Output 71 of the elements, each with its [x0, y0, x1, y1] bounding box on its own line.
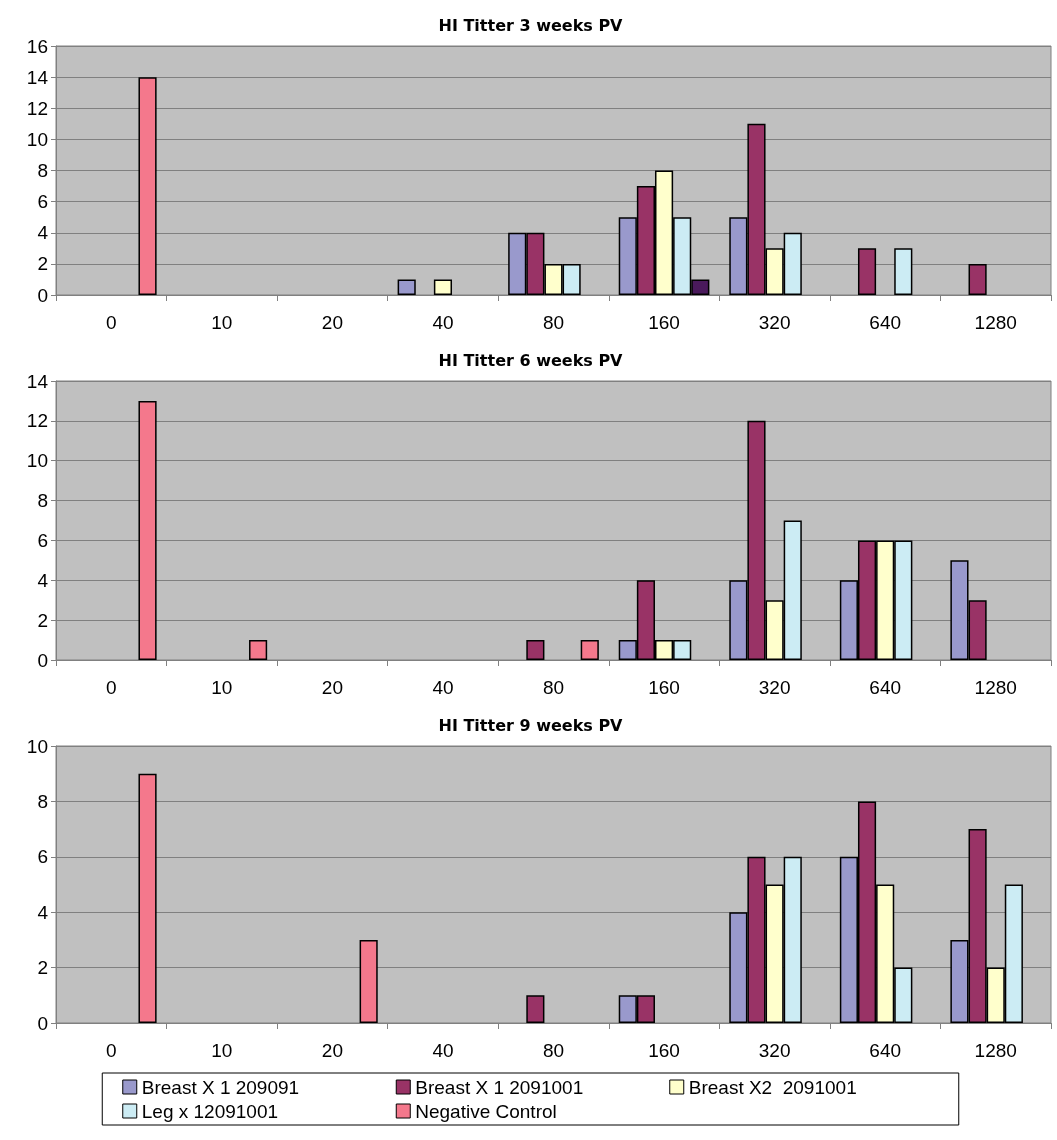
x-tick-label: 20: [321, 677, 343, 698]
legend-label: Breast X 1 209091: [141, 1076, 300, 1098]
chart-title: HI Titter 6 weeks PV: [438, 350, 624, 370]
bar: [138, 400, 157, 660]
x-tick-label: 320: [758, 312, 791, 333]
x-tick-label: 320: [758, 677, 791, 698]
bar: [138, 773, 157, 1023]
y-tick-label: 16: [26, 35, 48, 57]
chart-title: HI Titter 9 weeks PV: [438, 715, 624, 735]
x-tick-label: 1280: [974, 677, 1017, 698]
x-tick-label: 10: [211, 1040, 233, 1061]
x-tick-label: 10: [211, 677, 233, 698]
y-tick-label: 4: [37, 569, 49, 591]
y-tick-label: 12: [26, 410, 48, 432]
x-tick-label: 0: [105, 677, 117, 698]
y-tick-label: 2: [37, 609, 48, 631]
bar: [526, 640, 545, 660]
y-tick-label: 0: [37, 649, 48, 671]
x-tick-label: 40: [432, 1040, 454, 1061]
x-tick-label: 160: [648, 312, 680, 333]
x-tick-label: 80: [542, 677, 565, 698]
bar: [433, 279, 453, 295]
legend-label: Leg x 12091001: [141, 1100, 279, 1122]
y-tick-label: 10: [26, 128, 48, 150]
bar: [580, 640, 599, 660]
x-tick-label: 1280: [974, 1040, 1017, 1061]
x-tick-label: 160: [648, 677, 680, 698]
y-tick-label: 0: [37, 284, 48, 306]
y-tick-label: 6: [37, 529, 48, 551]
y-tick-label: 12: [26, 97, 48, 119]
y-tick-label: 14: [26, 370, 49, 392]
x-tick-label: 320: [758, 1040, 791, 1061]
bar: [968, 263, 987, 295]
bar: [894, 248, 913, 295]
y-tick-label: 6: [37, 191, 48, 213]
x-tick-label: 0: [105, 312, 117, 333]
x-tick-label: 20: [321, 312, 343, 333]
x-tick-label: 40: [432, 677, 454, 698]
x-tick-label: 80: [542, 312, 565, 333]
x-tick-label: 160: [648, 1040, 680, 1061]
x-tick-label: 1280: [974, 312, 1017, 333]
y-tick-label: 14: [26, 66, 49, 88]
bar: [857, 248, 877, 295]
y-tick-label: 0: [37, 1012, 48, 1034]
y-tick-label: 2: [37, 253, 48, 275]
y-tick-label: 4: [37, 222, 49, 244]
legend-label: Negative Control: [415, 1100, 557, 1122]
bar: [526, 995, 545, 1023]
y-tick-label: 6: [37, 846, 48, 868]
bar: [397, 279, 416, 295]
x-tick-label: 20: [321, 1040, 343, 1061]
x-tick-label: 640: [869, 677, 902, 698]
y-tick-label: 10: [26, 735, 48, 757]
y-tick-label: 8: [37, 490, 48, 512]
legend-label: Breast X2 2091001: [688, 1076, 857, 1098]
y-tick-label: 8: [37, 790, 48, 812]
x-tick-label: 640: [869, 312, 902, 333]
x-tick-label: 0: [105, 1040, 117, 1061]
bar: [249, 640, 268, 660]
legend-label: Breast X 1 2091001: [415, 1076, 584, 1098]
y-tick-label: 8: [37, 160, 48, 181]
bar: [138, 77, 157, 295]
bar: [359, 939, 378, 1023]
y-tick-label: 2: [37, 957, 48, 979]
x-tick-label: 640: [869, 1040, 902, 1061]
x-tick-label: 40: [432, 312, 454, 333]
x-tick-label: 80: [542, 1040, 565, 1061]
y-tick-label: 10: [26, 450, 48, 472]
x-tick-label: 10: [211, 312, 233, 333]
y-tick-label: 4: [37, 901, 49, 923]
chart-title: HI Titter 3 weeks PV: [438, 15, 624, 35]
